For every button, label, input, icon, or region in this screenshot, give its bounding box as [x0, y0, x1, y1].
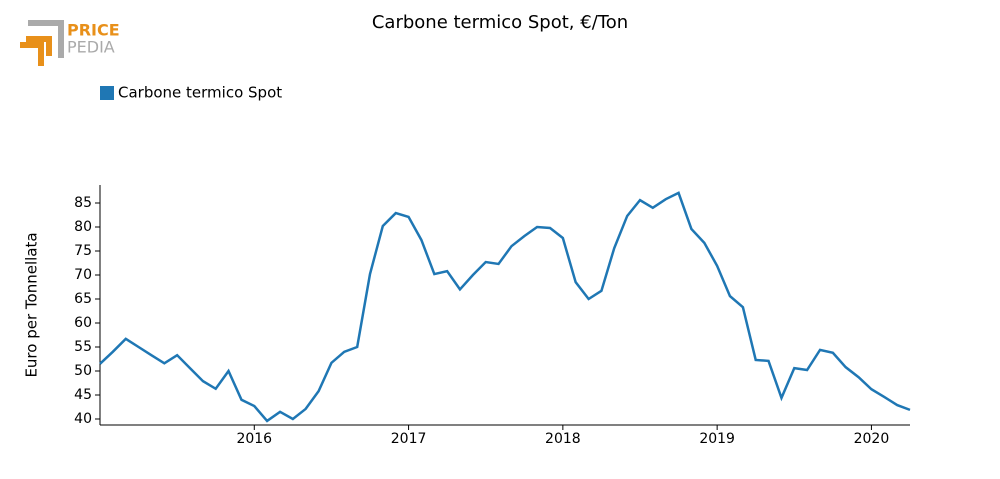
logo-text: PRICE — [67, 21, 120, 40]
chart-title: Carbone termico Spot, €/Ton — [372, 12, 628, 33]
y-tick-label: 75 — [74, 243, 92, 259]
logo-shape — [28, 20, 64, 58]
logo-shape — [20, 42, 44, 66]
line — [99, 191, 911, 423]
y-tick-label: 55 — [74, 339, 92, 355]
legend-swatch — [100, 86, 114, 100]
y-tick-label: 60 — [74, 315, 92, 331]
y-tick-label: 85 — [74, 195, 92, 211]
x-tick-label: 2016 — [236, 431, 272, 447]
y-tick-label: 80 — [74, 219, 92, 235]
y-axis-label: Euro per Tonnellata — [23, 232, 41, 377]
x-tick-label: 2017 — [391, 431, 427, 447]
x-tick-label: 2020 — [854, 431, 890, 447]
y-tick-label: 70 — [74, 267, 92, 283]
y-tick-label: 65 — [74, 291, 92, 307]
logo: PRICE PEDIA — [20, 20, 120, 66]
y-tick-label: 45 — [74, 387, 92, 403]
x-tick-label: 2018 — [545, 431, 581, 447]
y-tick-label: 50 — [74, 363, 92, 379]
y-tick-label: 40 — [74, 411, 92, 427]
logo-shape — [26, 36, 52, 56]
logo-text: PEDIA — [67, 38, 115, 57]
legend-label: Carbone termico Spot — [118, 84, 282, 102]
x-tick-label: 2019 — [699, 431, 735, 447]
